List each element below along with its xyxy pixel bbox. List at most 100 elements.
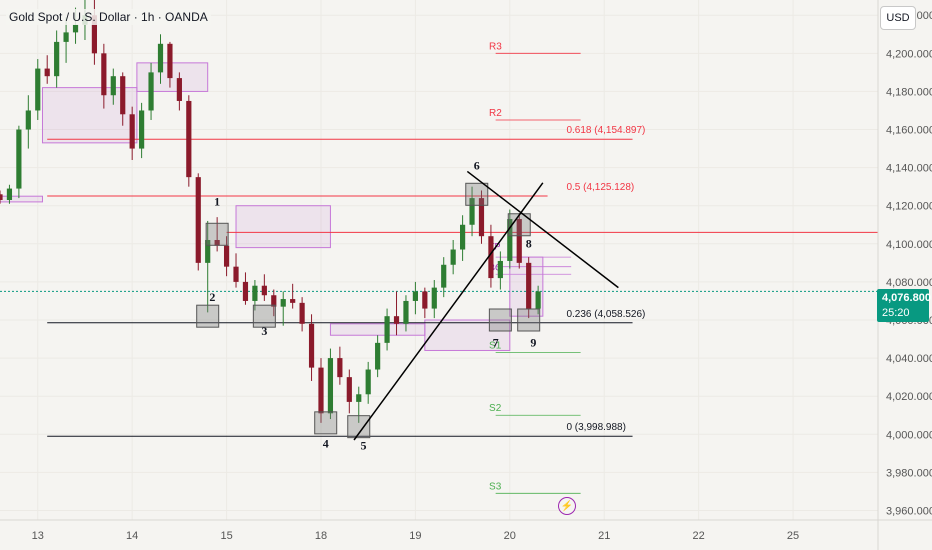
candle-body <box>308 323 315 368</box>
swing-box <box>252 304 276 328</box>
candle-body <box>507 219 513 261</box>
x-tick-label: 19 <box>409 530 421 542</box>
swing-label: 4 <box>323 437 329 451</box>
last-price: 4,076.800 <box>882 292 931 304</box>
y-tick-label: 4,140.000 <box>886 163 932 175</box>
candle-body <box>497 260 503 279</box>
candle-body <box>403 300 409 324</box>
plot-background <box>0 0 878 520</box>
candle-body <box>44 68 50 77</box>
candle-body <box>469 198 475 225</box>
candle-body <box>63 32 69 42</box>
pivot-label: R2 <box>489 108 502 119</box>
candle-body <box>91 15 98 54</box>
pivot-label: S3 <box>489 481 502 492</box>
y-tick-label: 4,040.000 <box>886 353 932 365</box>
candle-body <box>356 394 362 402</box>
candle-body <box>6 188 13 200</box>
candle-body <box>0 194 3 200</box>
y-tick-label: 4,100.000 <box>886 239 932 251</box>
y-tick-label: 3,980.000 <box>886 467 932 479</box>
candle-body <box>478 198 485 237</box>
x-tick-label: 22 <box>692 530 704 542</box>
candle-body <box>535 291 541 309</box>
candle-body <box>337 358 343 378</box>
candle-body <box>148 72 154 111</box>
x-tick-label: 13 <box>32 530 44 542</box>
candle-body <box>120 76 126 115</box>
currency-button[interactable]: USD <box>880 6 916 30</box>
x-tick-label: 25 <box>787 530 799 542</box>
pivot-label: S2 <box>489 403 502 414</box>
candle-body <box>460 224 466 250</box>
value-zone <box>235 205 331 249</box>
y-tick-label: 4,160.000 <box>886 125 932 137</box>
candle-body <box>384 316 390 343</box>
candle-body <box>54 41 60 77</box>
fib-level-label: 0.236 (4,058.526) <box>566 309 645 320</box>
candle-body <box>35 68 41 111</box>
candles-layer <box>0 0 541 423</box>
candle-body <box>205 240 211 263</box>
y-tick-label: 4,120.000 <box>886 201 932 213</box>
candle-body <box>488 236 494 279</box>
candle-body <box>412 291 418 301</box>
downtrend-line <box>466 170 619 289</box>
candle-body <box>299 302 305 324</box>
swing-label: 8 <box>526 237 532 251</box>
fib-level-label: 0.618 (4,154.897) <box>566 125 645 136</box>
candle-body <box>72 24 79 33</box>
candle-body <box>393 316 400 324</box>
candle-body <box>280 299 286 307</box>
x-tick-label: 20 <box>504 530 516 542</box>
symbol-title[interactable]: Gold Spot / U.S. Dollar · 1h · OANDA <box>6 9 211 25</box>
chart-grid <box>0 0 878 520</box>
candle-body <box>110 76 116 96</box>
candle-body <box>242 281 249 301</box>
y-tick-label: 4,200.000 <box>886 48 932 60</box>
swing-label: 3 <box>261 324 267 338</box>
candle-body <box>252 285 258 301</box>
last-price-tag: 4,076.800 25:20 <box>877 289 931 322</box>
swing-label: 1 <box>214 195 220 209</box>
swing-box <box>488 308 512 332</box>
pivot-label: S1 <box>489 340 502 351</box>
swing-label: 9 <box>530 336 536 350</box>
candle-body <box>129 114 135 149</box>
candle-body <box>223 245 230 267</box>
fib-level-label: 0 (3,998.988) <box>566 422 626 433</box>
swing-label: 6 <box>474 159 480 173</box>
flash-icon[interactable]: ⚡ <box>558 497 576 515</box>
pivot-label: R3 <box>489 41 502 52</box>
candle-body <box>139 110 145 149</box>
candle-body <box>25 110 31 130</box>
candle-body <box>431 287 437 309</box>
candle-body <box>101 53 107 96</box>
y-tick-label: 4,020.000 <box>886 391 932 403</box>
candle-body <box>16 129 22 189</box>
uptrend-line <box>353 182 544 441</box>
value-zone <box>329 323 426 336</box>
candle-body <box>157 43 164 73</box>
candle-body <box>271 295 277 307</box>
bar-countdown: 25:20 <box>882 307 910 319</box>
x-tick-label: 15 <box>220 530 232 542</box>
candle-body <box>186 100 192 178</box>
y-tick-label: 4,080.000 <box>886 277 932 289</box>
candle-body <box>526 262 532 309</box>
candle-body <box>290 299 296 303</box>
swing-label: 5 <box>360 439 366 453</box>
candle-body <box>214 240 220 246</box>
candle-body <box>365 369 371 395</box>
candle-body <box>375 342 381 370</box>
candle-body <box>327 358 334 414</box>
candle-body <box>195 177 201 263</box>
bc-label: BC <box>489 262 502 272</box>
swing-box <box>465 182 489 206</box>
swing-label: 2 <box>209 290 215 304</box>
levels-layer: 0.618 (4,154.897) 0.5 (4,125.128) 0.236 (4… <box>0 41 878 494</box>
x-tick-label: 21 <box>598 530 610 542</box>
swing-box <box>205 222 229 246</box>
candle-body <box>261 285 267 296</box>
